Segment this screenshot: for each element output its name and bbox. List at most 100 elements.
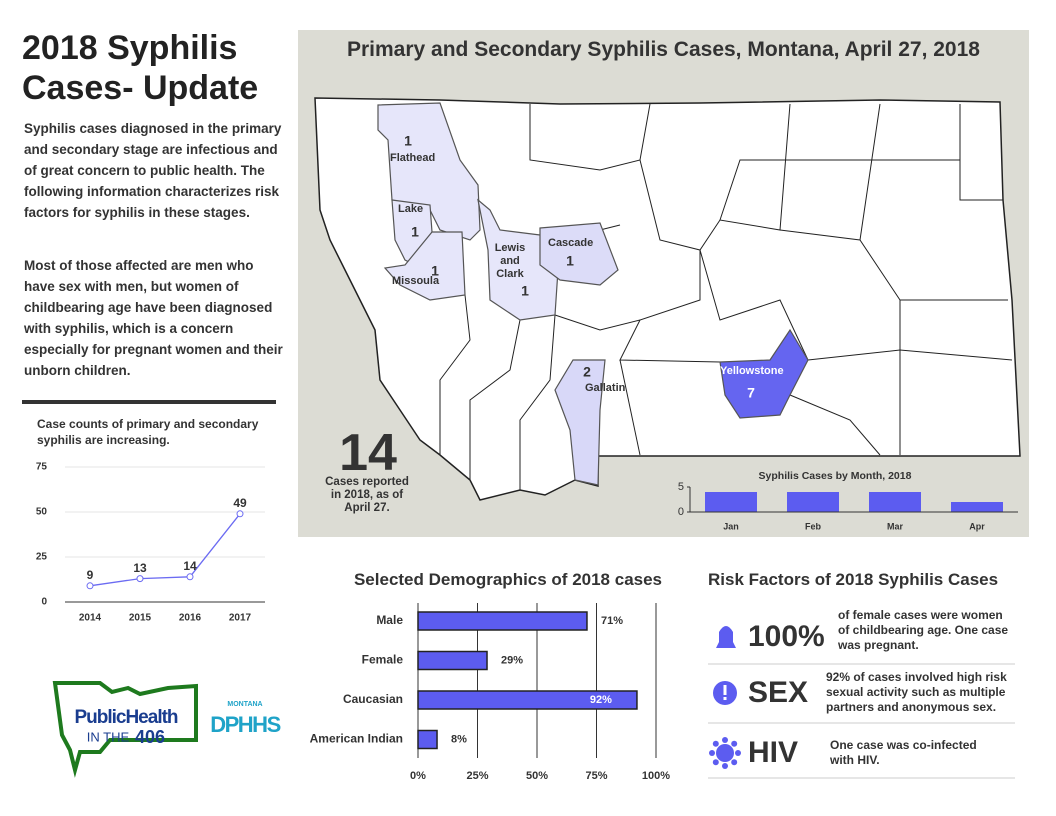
chart-title: Syphilis Cases by Month, 2018 <box>759 470 912 482</box>
data-label: 71% <box>601 615 623 627</box>
county-name: Flathead <box>390 152 436 164</box>
risk-headline: HIV <box>748 736 799 769</box>
county-name: Lake <box>398 203 424 215</box>
line-chart-title: Case counts of primary and secondary syp… <box>37 417 259 447</box>
county-cases: 1 <box>566 253 574 269</box>
county-border <box>469 319 521 480</box>
risk-headline: SEX <box>748 676 809 709</box>
county-cases: 7 <box>747 385 755 401</box>
x-tick-label: 2015 <box>129 613 152 624</box>
logo-text: DPHHS <box>210 712 280 737</box>
risk-text: One case was co-infected with HIV. <box>830 738 977 767</box>
data-label: 14 <box>183 559 197 573</box>
bar <box>705 492 757 512</box>
x-tick-label: 25% <box>466 770 488 782</box>
data-label: 9 <box>87 568 94 582</box>
data-label: 8% <box>451 733 467 745</box>
x-tick-label: 50% <box>526 770 548 782</box>
x-tick-label: Feb <box>805 521 822 531</box>
data-label: 13 <box>133 561 147 575</box>
y-tick-label: 0 <box>41 597 47 608</box>
risk-text: 92% of cases involved high risk sexual a… <box>826 670 1007 714</box>
data-label: 29% <box>501 654 523 666</box>
x-tick-label: Apr <box>969 521 985 531</box>
alert-dot <box>723 697 727 700</box>
bar <box>951 502 1003 512</box>
county-name: Missoula <box>392 275 440 287</box>
county-name: Lewis and Clark <box>494 242 526 280</box>
county-cases: 1 <box>521 283 529 299</box>
x-tick-label: 2017 <box>229 613 252 624</box>
map-title: Primary and Secondary Syphilis Cases, Mo… <box>347 38 980 61</box>
page-title: 2018 Syphilis Cases- Update <box>22 29 259 107</box>
logo-text: PublicHealth <box>74 707 177 728</box>
state-outline <box>314 97 1021 501</box>
county <box>719 328 809 419</box>
x-tick-label: 2016 <box>179 613 202 624</box>
virus-spike <box>722 763 728 769</box>
county-border <box>779 229 1008 301</box>
county-border <box>699 249 809 361</box>
risk-text: of female cases were women of childbeari… <box>838 608 1009 652</box>
virus-spike <box>731 759 738 766</box>
point <box>236 510 244 518</box>
risk-title: Risk Factors of 2018 Syphilis Cases <box>708 570 999 589</box>
county-border <box>719 159 960 221</box>
y-tick-label: 25 <box>36 552 48 563</box>
x-tick-label: Mar <box>887 521 904 531</box>
bar <box>417 729 438 750</box>
logo-text: MONTANA <box>227 701 262 708</box>
intro-paragraph: Syphilis cases diagnosed in the primary … <box>24 121 282 220</box>
logo-outline <box>52 681 198 778</box>
point <box>86 582 94 590</box>
point <box>186 573 194 581</box>
virus-spike <box>709 750 715 756</box>
y-tick-label: 0 <box>678 506 684 518</box>
county-border <box>529 103 651 171</box>
county <box>383 231 466 301</box>
bar <box>417 650 488 671</box>
x-tick-label: 100% <box>642 770 670 782</box>
y-tick-label: Female <box>362 653 404 667</box>
virus-icon <box>716 744 734 762</box>
data-label: 92% <box>590 694 612 706</box>
county-border <box>519 314 556 490</box>
virus-spike <box>731 740 738 747</box>
risk-headline: 100% <box>748 620 825 653</box>
x-tick-label: 2014 <box>79 613 102 624</box>
county <box>539 222 619 286</box>
county-border <box>639 103 791 251</box>
divider <box>22 400 276 404</box>
bar <box>417 611 588 631</box>
point <box>136 575 144 583</box>
y-tick-label: American Indian <box>310 732 403 746</box>
bar <box>417 690 638 710</box>
intro-paragraph: Most of those affected are men who have … <box>24 258 283 378</box>
y-tick-label: Caucasian <box>343 692 403 706</box>
county-cases: 2 <box>583 364 591 380</box>
county-cases: 1 <box>431 263 439 279</box>
x-tick-label: 75% <box>585 770 607 782</box>
y-tick-label: 75 <box>36 462 48 473</box>
logo-text: 406 <box>135 727 165 747</box>
logo-text: IN THE <box>87 729 130 744</box>
county-border <box>859 103 881 241</box>
county-border <box>789 394 881 456</box>
y-tick-label: 5 <box>678 481 684 493</box>
virus-spike <box>735 750 741 756</box>
demographics-title: Selected Demographics of 2018 cases <box>353 570 663 589</box>
x-tick-label: 0% <box>410 770 426 782</box>
y-tick-label: Male <box>376 613 403 627</box>
county-cases: 1 <box>404 133 412 149</box>
virus-spike <box>712 759 719 766</box>
bell-icon <box>716 626 736 648</box>
virus-spike <box>712 740 719 747</box>
county-cases: 1 <box>411 224 419 240</box>
data-label: 49 <box>233 496 247 510</box>
county <box>554 359 606 486</box>
county-border <box>554 314 641 331</box>
bar <box>787 492 839 512</box>
total-caption: Cases reported in 2018, as of April 27. <box>325 476 409 514</box>
